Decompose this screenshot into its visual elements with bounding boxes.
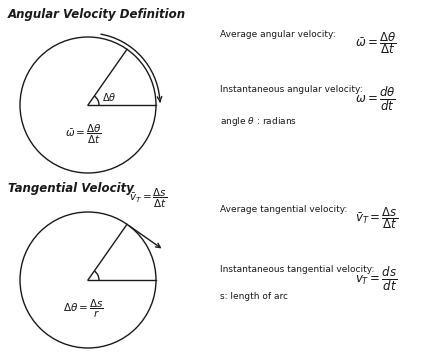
Text: Tangential Velocity: Tangential Velocity — [8, 182, 134, 195]
Text: $\Delta\theta$: $\Delta\theta$ — [102, 91, 117, 103]
Text: Average tangential velocity:: Average tangential velocity: — [220, 205, 347, 214]
Text: Angular Velocity Definition: Angular Velocity Definition — [8, 8, 186, 21]
Text: Average angular velocity:: Average angular velocity: — [220, 30, 336, 39]
Text: $\bar{\omega} = \dfrac{\Delta\theta}{\Delta t}$: $\bar{\omega} = \dfrac{\Delta\theta}{\De… — [64, 123, 102, 146]
Text: $\Delta\theta = \dfrac{\Delta s}{r}$: $\Delta\theta = \dfrac{\Delta s}{r}$ — [63, 298, 103, 320]
Text: $\bar{v}_T = \dfrac{\Delta s}{\Delta t}$: $\bar{v}_T = \dfrac{\Delta s}{\Delta t}$ — [355, 205, 398, 231]
Text: $v_T = \dfrac{ds}{dt}$: $v_T = \dfrac{ds}{dt}$ — [355, 265, 397, 293]
Text: Instantaneous tangential velocity:: Instantaneous tangential velocity: — [220, 265, 375, 274]
Text: s: length of arc: s: length of arc — [220, 292, 288, 301]
Text: Instantaneous angular velocity:: Instantaneous angular velocity: — [220, 85, 362, 94]
Text: $\bar{v}_T = \dfrac{\Delta s}{\Delta t}$: $\bar{v}_T = \dfrac{\Delta s}{\Delta t}$ — [129, 187, 167, 210]
Text: $\bar{\omega} = \dfrac{\Delta\theta}{\Delta t}$: $\bar{\omega} = \dfrac{\Delta\theta}{\De… — [355, 30, 397, 56]
Text: angle $\theta$ : radians: angle $\theta$ : radians — [220, 115, 297, 128]
Text: $\omega = \dfrac{d\theta}{dt}$: $\omega = \dfrac{d\theta}{dt}$ — [355, 85, 396, 113]
